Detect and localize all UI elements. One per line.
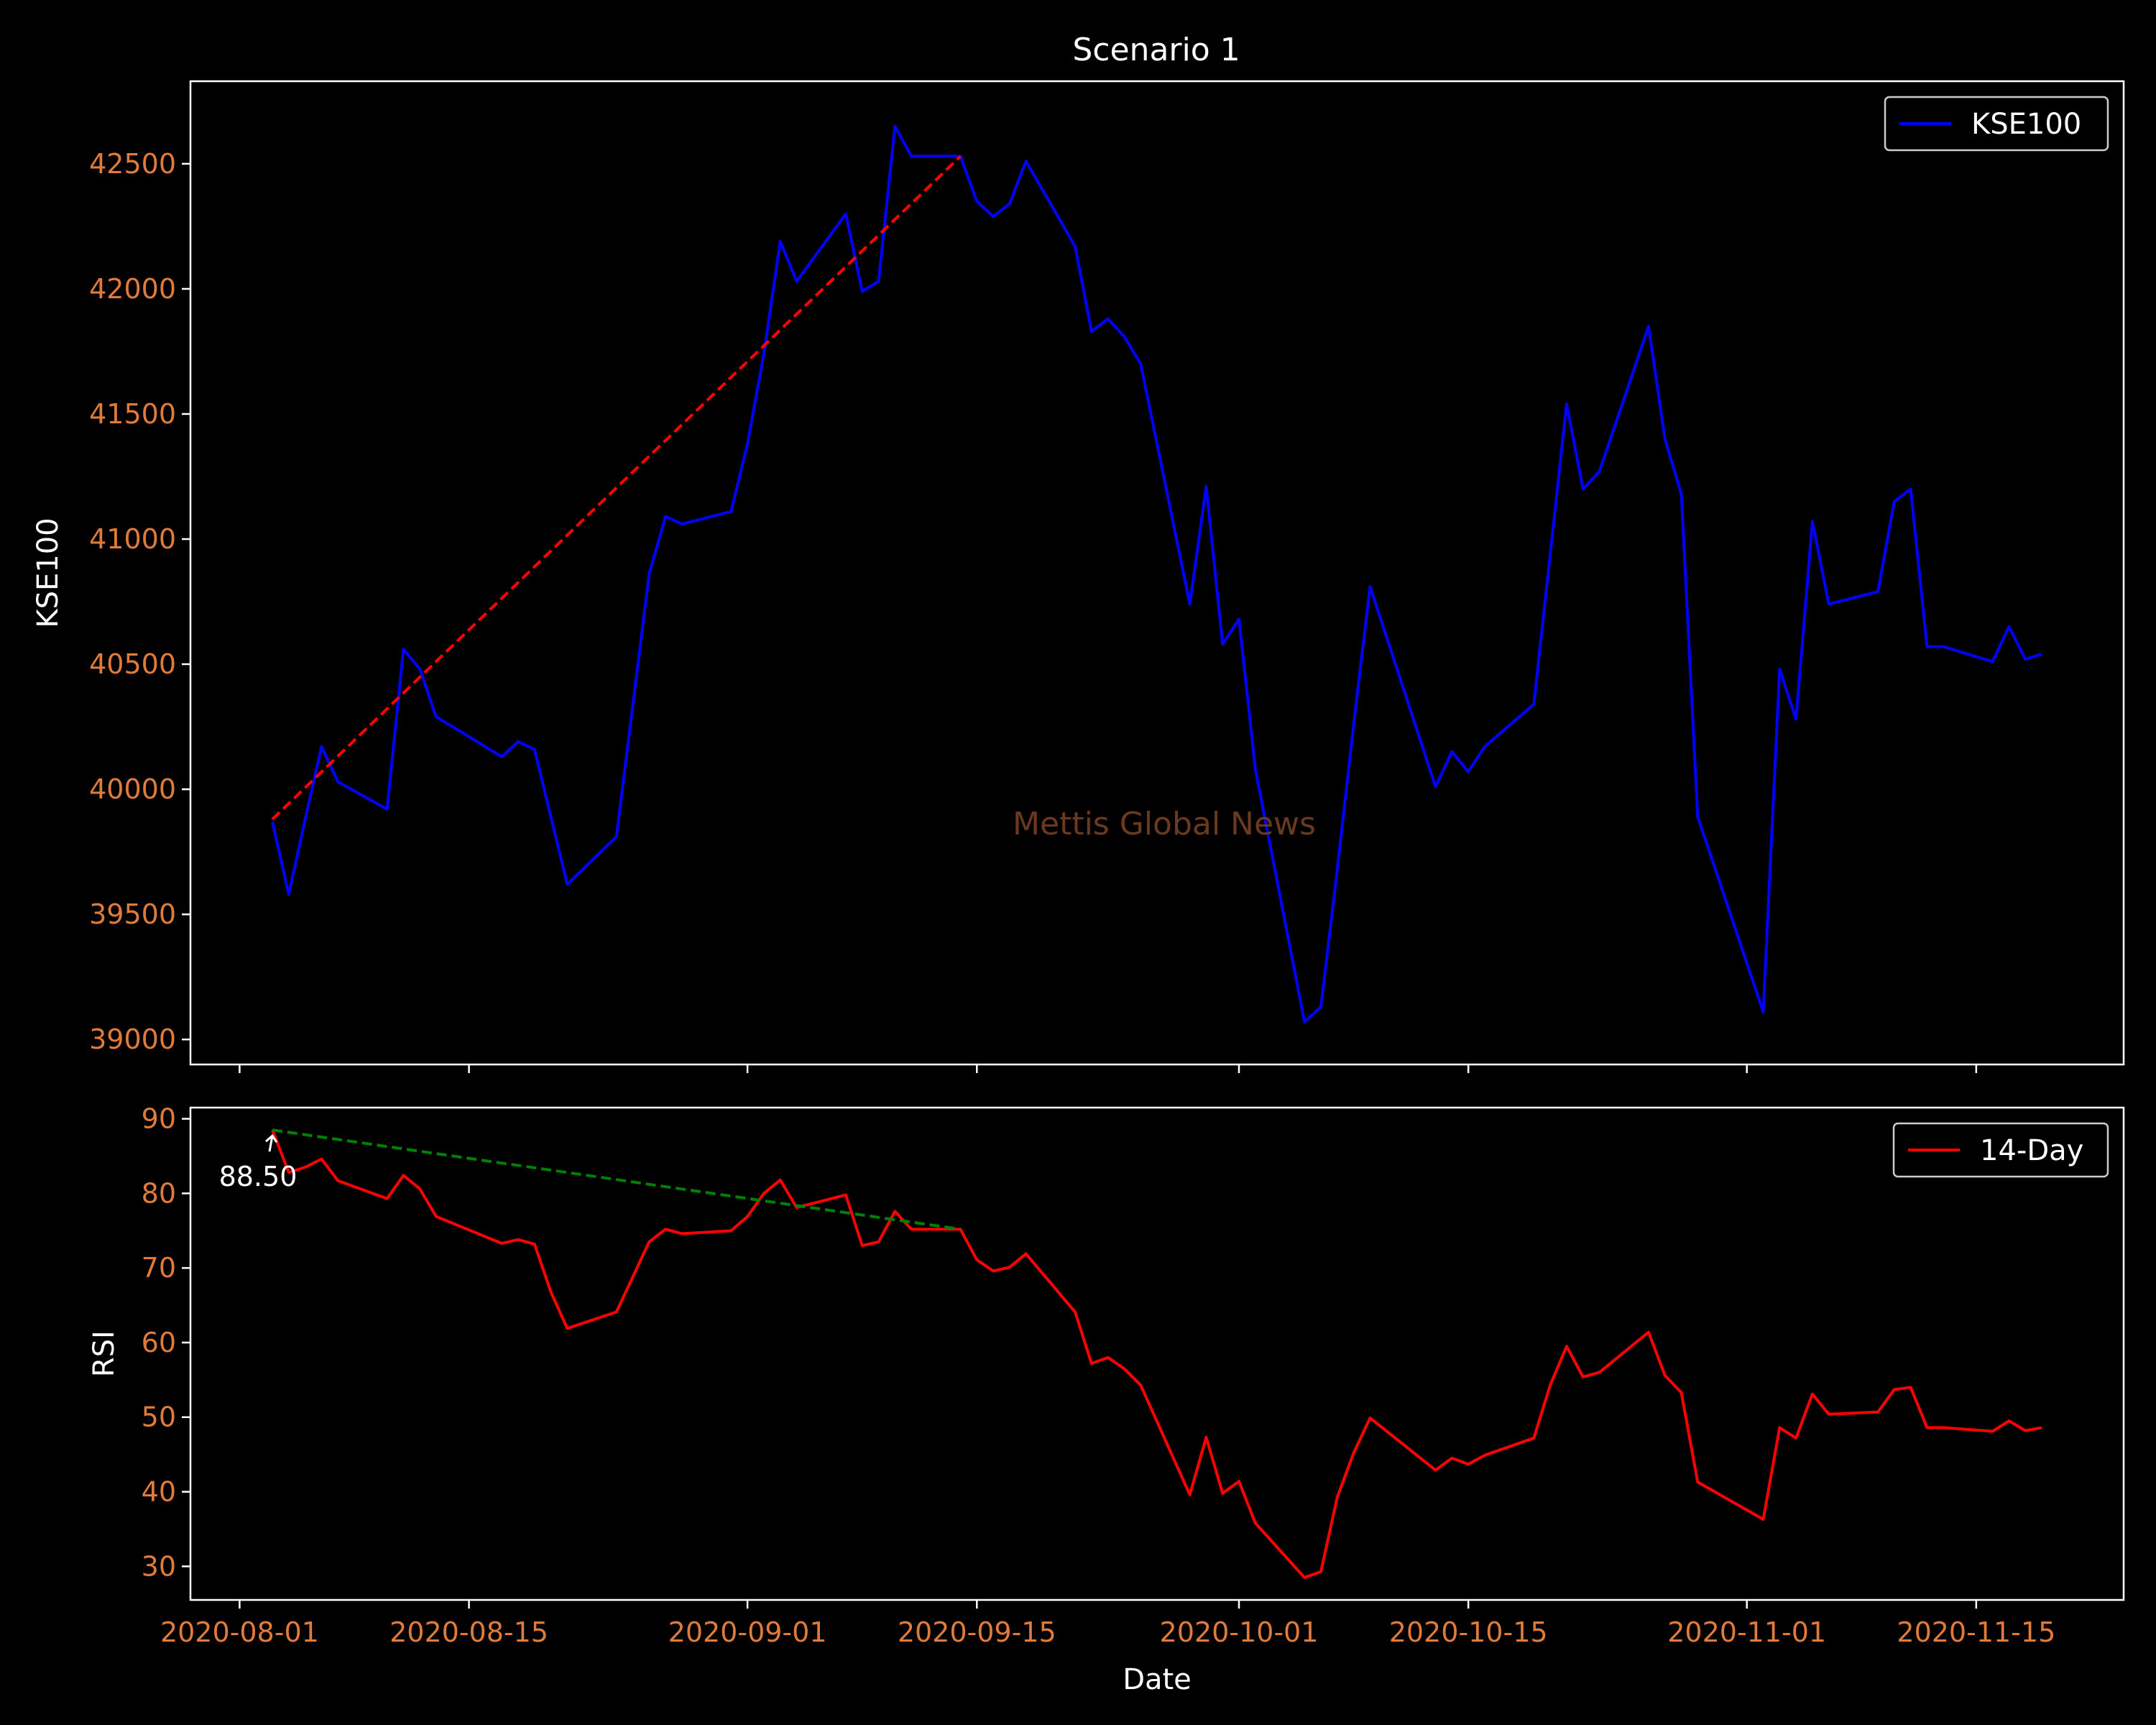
x-tick-label: 2020-11-15 xyxy=(1897,1616,2055,1648)
series-line-14-day xyxy=(271,1129,2042,1579)
x-tick-label: 2020-09-01 xyxy=(668,1616,827,1648)
trendline xyxy=(271,155,962,821)
legend-label: 14-Day xyxy=(1980,1134,2083,1167)
y-tick-label: 40500 xyxy=(89,648,176,680)
legend-box xyxy=(1892,1122,2109,1178)
legend-box xyxy=(1884,96,2109,152)
y-tick-label: 40 xyxy=(142,1476,176,1508)
x-tick-label: 2020-10-15 xyxy=(1389,1616,1548,1648)
legend-label: KSE100 xyxy=(1971,108,2081,141)
y-tick-label: 41000 xyxy=(89,523,176,555)
y-tick-label: 42500 xyxy=(89,148,176,180)
watermark-text: Mettis Global News xyxy=(1013,806,1316,842)
panel-1: 39000 39500 40000 40500 41000 41500 42000 42500… xyxy=(32,80,2125,1073)
y-tick-label: 30 xyxy=(142,1550,176,1582)
annotation: 88.50 xyxy=(219,1133,298,1192)
y-tick-label: 60 xyxy=(142,1327,176,1358)
y-tick-label: 41500 xyxy=(89,398,176,430)
x-tick-label: 2020-09-15 xyxy=(898,1616,1056,1648)
trendline xyxy=(272,1128,961,1231)
y-axis-label: KSE100 xyxy=(32,518,65,627)
y-axis-label: RSI xyxy=(88,1330,121,1377)
y-tick-label: 39000 xyxy=(89,1024,176,1055)
plot-frame xyxy=(189,80,2125,1066)
panel-2: 30 40 50 60 70 80 90 2020-08-01 2020-08-15 2020-0… xyxy=(88,1103,2125,1696)
y-tick-label: 90 xyxy=(142,1103,176,1135)
figure-title: Scenario 1 xyxy=(1072,32,1240,68)
y-tick-label: 80 xyxy=(142,1177,176,1209)
y-tick-label: 40000 xyxy=(89,773,176,805)
legend: 14-Day xyxy=(1892,1122,2109,1178)
series-line-kse100 xyxy=(271,124,2042,1024)
x-tick-label: 2020-11-01 xyxy=(1667,1616,1826,1648)
y-tick-label: 50 xyxy=(142,1402,176,1433)
plot-frame xyxy=(189,1106,2125,1601)
x-tick-label: 2020-10-01 xyxy=(1160,1616,1319,1648)
legend: KSE100 xyxy=(1884,96,2109,152)
x-tick-label: 2020-08-15 xyxy=(390,1616,548,1648)
y-tick-label: 70 xyxy=(142,1252,176,1284)
y-tick-label: 42000 xyxy=(89,273,176,305)
x-axis-label: Date xyxy=(1123,1663,1192,1696)
annotation-text: 88.50 xyxy=(219,1161,298,1192)
y-tick-label: 39500 xyxy=(89,898,176,930)
annotation-arrow xyxy=(264,1133,278,1152)
x-tick-label: 2020-08-01 xyxy=(160,1616,319,1648)
